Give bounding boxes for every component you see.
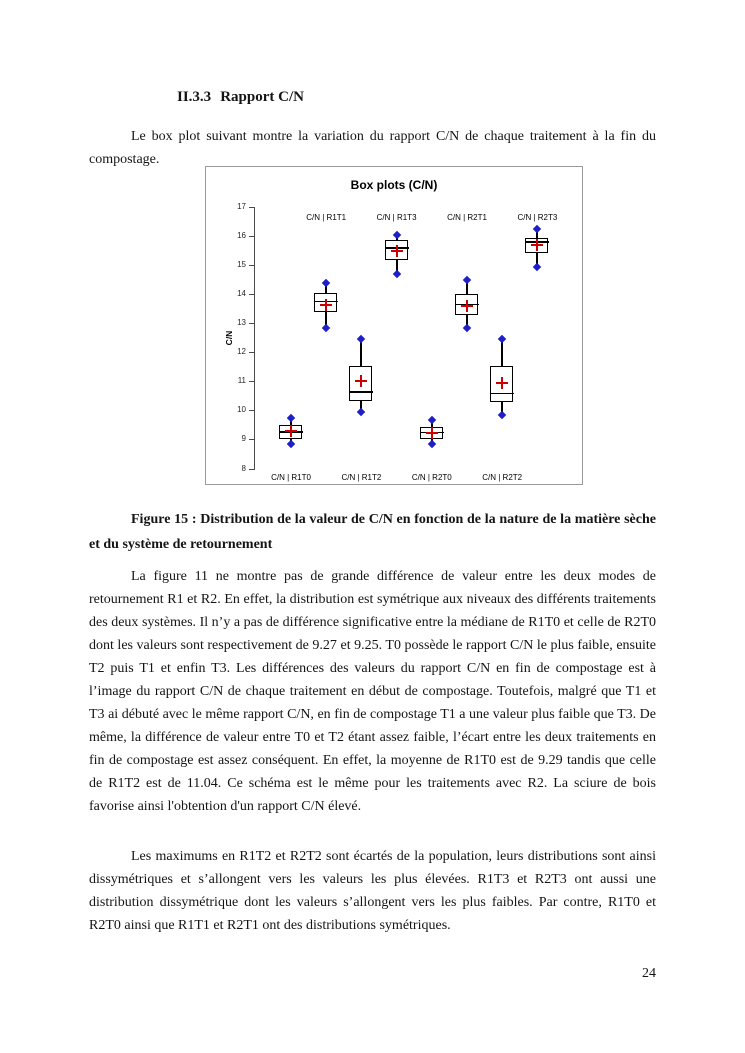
mean-marker: [461, 299, 473, 312]
y-axis-label: C/N: [224, 330, 234, 346]
boxplot-group: C/N | R1T3: [255, 207, 582, 469]
mean-marker-bar: [501, 377, 504, 390]
y-tick: 16: [237, 231, 255, 240]
mean-marker: [355, 374, 368, 387]
y-tick: 15: [237, 260, 255, 269]
y-tick-label: 10: [237, 405, 246, 415]
y-tick-label: 14: [237, 288, 246, 298]
mean-marker: [496, 377, 509, 390]
y-tick-label: 11: [237, 376, 246, 386]
boxplot-group: C/N | R1T0: [255, 207, 582, 482]
series-label: C/N | R2T2: [482, 473, 523, 482]
mean-marker-bar: [290, 425, 292, 438]
median-line: [349, 391, 374, 393]
y-tick-label: 8: [241, 463, 246, 473]
mean-marker: [320, 298, 333, 311]
section-number: II.3.3: [177, 89, 212, 105]
boxplot-group: C/N | R2T2: [255, 207, 582, 482]
y-tick: 13: [237, 318, 255, 327]
mean-marker: [390, 244, 403, 257]
y-tick: 8: [242, 464, 255, 473]
y-tick: 17: [237, 202, 255, 211]
intro-paragraph: Le box plot suivant montre la variation …: [89, 129, 656, 167]
boxplot-figure: Box plots (C/N) C/N 8 9 10 11 12 13 14 15 16 17 C/…: [205, 166, 583, 485]
y-tick-label: 15: [237, 259, 246, 269]
boxplot-group: C/N | R2T3: [255, 207, 582, 469]
y-tick: 9: [242, 434, 255, 443]
y-tick: 14: [237, 289, 255, 298]
chart-title: Box plots (C/N): [350, 178, 438, 192]
mean-marker-bar: [325, 298, 328, 311]
mean-marker-bar: [466, 299, 468, 312]
plot-area: 8 9 10 11 12 13 14 15 16 17 C/N | R1T0 C/N | R1T1 C/…: [237, 202, 582, 483]
mean-marker-bar: [430, 426, 433, 439]
series-label: C/N | R2T1: [447, 213, 487, 222]
max-marker: [533, 224, 542, 234]
analysis-paragraph-1: La figure 11 ne montre pas de grande dif…: [89, 569, 656, 814]
median-line: [490, 392, 515, 395]
mean-marker-bar: [395, 244, 398, 257]
analysis-paragraph-2: Les maximums en R1T2 et R2T2 sont écarté…: [89, 849, 656, 933]
section-title: Rapport C/N: [220, 89, 304, 105]
boxplot-group: C/N | R1T2: [255, 207, 582, 482]
series-label: C/N | R2T3: [517, 213, 558, 222]
y-tick: 12: [237, 347, 255, 356]
mean-marker: [425, 426, 438, 439]
page-number: 24: [642, 966, 656, 981]
y-tick: 11: [238, 376, 255, 385]
mean-marker-bar: [536, 238, 539, 251]
y-tick: 10: [237, 405, 255, 414]
boxplot-group: C/N | R2T0: [255, 207, 582, 482]
mean-marker: [285, 425, 297, 438]
series-label: C/N | R1T0: [271, 473, 311, 482]
series-label: C/N | R2T0: [411, 473, 452, 482]
section-heading: II.3.3 Rapport C/N: [177, 89, 304, 106]
y-tick-label: 9: [241, 434, 246, 444]
series-label: C/N | R1T2: [341, 473, 382, 482]
boxplot-group: C/N | R1T1: [255, 207, 582, 469]
boxplot-group: C/N | R2T1: [255, 207, 582, 469]
y-tick-label: 17: [237, 201, 246, 211]
y-tick-label: 13: [237, 317, 246, 327]
figure-caption: Figure 15 : Distribution de la valeur de…: [89, 512, 656, 552]
min-marker: [533, 262, 542, 271]
series-label: C/N | R1T3: [376, 213, 417, 222]
mean-marker: [531, 238, 544, 251]
series-label: C/N | R1T1: [306, 213, 347, 222]
y-tick-label: 16: [237, 230, 246, 240]
mean-marker-bar: [360, 374, 363, 387]
y-tick-label: 12: [237, 347, 246, 357]
